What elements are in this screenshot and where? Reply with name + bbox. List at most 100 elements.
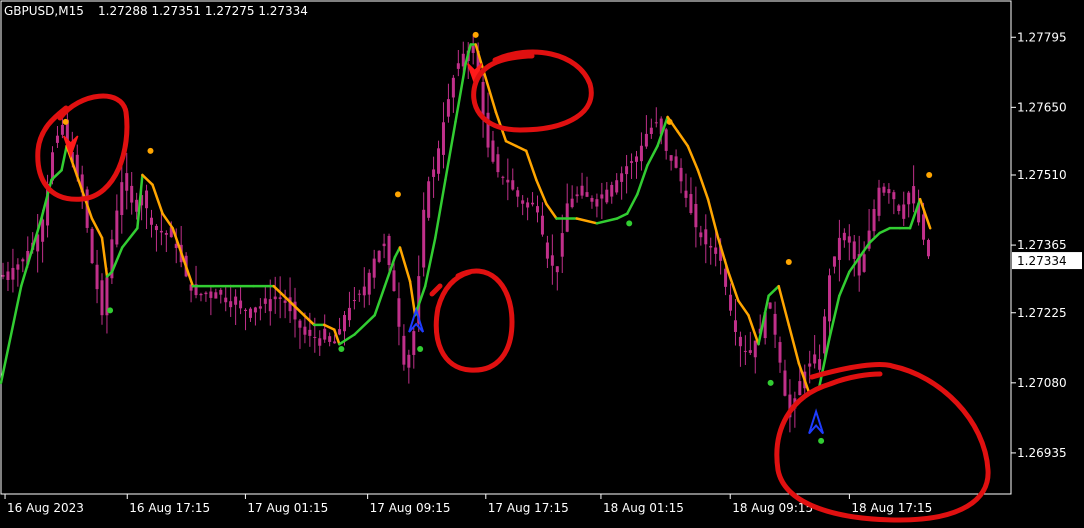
candle-body [234, 296, 238, 305]
trend-segment [615, 212, 629, 220]
trend-segment [141, 173, 154, 186]
signal-arrows [62, 62, 825, 435]
candle-body [303, 326, 307, 335]
trend-segment [676, 130, 690, 148]
buy-dot [767, 379, 774, 386]
y-tick-label: 1.27365 [1017, 238, 1067, 252]
candle-body [65, 119, 69, 144]
annotation-tick [429, 283, 443, 297]
candle-body [125, 173, 129, 191]
trend-segment [333, 328, 341, 346]
sell-dot [394, 191, 401, 198]
candle-body [258, 306, 262, 309]
candle-body [120, 182, 124, 216]
buy-arrow-icon [808, 408, 825, 435]
buy-arrow-icon [408, 306, 425, 333]
trend-segment [726, 270, 740, 302]
candle-body [748, 350, 752, 353]
candle-body [263, 298, 267, 304]
candle-body [338, 329, 342, 335]
candle-body [387, 235, 391, 265]
trend-segment [787, 323, 801, 365]
candle-body [694, 203, 698, 228]
candle-body [867, 230, 871, 249]
candle-body [823, 316, 827, 354]
candle-body [372, 258, 376, 278]
y-tick-label: 1.26935 [1017, 446, 1067, 460]
candle-body [521, 200, 525, 204]
candle-body [382, 243, 386, 247]
x-tick-label: 18 Aug 09:15 [732, 501, 813, 515]
candle-body [714, 247, 718, 254]
candle-body [917, 203, 921, 223]
trend-segment [484, 77, 498, 114]
trend-segment [161, 212, 174, 230]
price-axis: 1.27795 1.27650 1.27510 1.27365 1.27225 1.270… [1011, 30, 1067, 460]
candle-body [407, 354, 411, 368]
candle-body [145, 190, 149, 209]
y-tick-label: 1.27225 [1017, 306, 1067, 320]
candle-body [323, 328, 327, 340]
candle-body [194, 284, 198, 296]
candle-body [550, 255, 554, 266]
candle-body [437, 148, 441, 174]
candle-body [778, 342, 782, 363]
candle-body [496, 154, 500, 173]
candle-body [333, 341, 337, 344]
candle-body [224, 297, 228, 303]
candle-body [570, 198, 574, 208]
candle-body [704, 229, 708, 245]
buy-dot [818, 437, 825, 444]
candle-body [639, 145, 643, 162]
plot-frame [0, 0, 1012, 495]
trend-segment [80, 188, 94, 220]
hand-drawn-annotations [35, 49, 991, 523]
candle-body [26, 251, 30, 265]
candle-body [511, 180, 515, 190]
candle-body [625, 166, 629, 175]
candle-body [298, 320, 302, 328]
candle-body [491, 140, 495, 162]
trend-segment [423, 236, 437, 288]
candle-body [377, 250, 381, 262]
x-tick-label: 16 Aug 2023 [7, 501, 84, 515]
x-tick-label: 17 Aug 17:15 [488, 501, 569, 515]
candle-body [402, 335, 406, 365]
candle-body [105, 277, 109, 316]
buy-dot [107, 307, 114, 314]
candle-body [768, 302, 772, 309]
candle-body [11, 267, 15, 280]
candle-body [476, 50, 480, 76]
trend-segment [171, 226, 195, 288]
candle-body [902, 204, 906, 219]
candle-body [412, 331, 416, 355]
candle-body [674, 156, 678, 168]
trend-segment [777, 284, 791, 327]
candle-body [763, 312, 767, 339]
candle-body [847, 236, 851, 243]
candle-body [818, 359, 822, 370]
candle-body [313, 336, 317, 338]
buy-dot [417, 346, 424, 352]
candle-body [100, 280, 104, 316]
y-tick-label: 1.27650 [1017, 100, 1067, 114]
candle-body [897, 205, 901, 212]
candle-body [174, 243, 178, 248]
candle-body [555, 266, 559, 273]
annotation-circle [35, 93, 130, 202]
trend-segment [70, 159, 84, 191]
candle-body [501, 176, 505, 178]
price-candles [1, 34, 930, 433]
candle-body [699, 232, 703, 238]
candle-body [357, 293, 361, 295]
candle-body [343, 315, 347, 332]
candle-body [600, 194, 604, 199]
current-price-label: 1.27334 [1017, 254, 1067, 268]
trend-segment [60, 144, 68, 172]
candle-body [239, 300, 243, 309]
trend-segment [408, 280, 417, 317]
candle-body [649, 127, 653, 134]
trend-segment [444, 120, 457, 182]
candle-body [615, 180, 619, 193]
